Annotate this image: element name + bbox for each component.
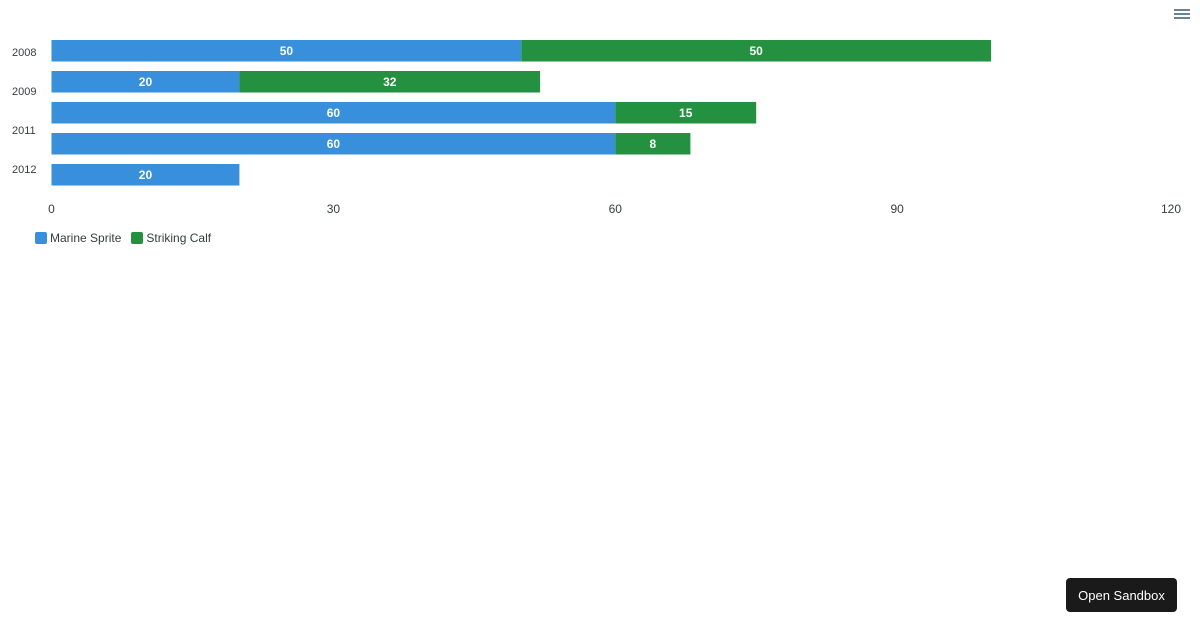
legend-label: Marine Sprite (50, 231, 122, 245)
data-label: 8 (649, 137, 656, 151)
bar-series-2[interactable] (615, 133, 691, 155)
data-label: 60 (327, 137, 341, 151)
y-axis-label: 2012 (12, 164, 36, 176)
x-axis-tick-label: 60 (609, 202, 623, 216)
legend: Marine Sprite Striking Calf (35, 231, 221, 245)
bar-series-2[interactable] (239, 71, 541, 93)
hamburger-menu-icon (1174, 9, 1190, 19)
y-axis-label: 2011 (12, 125, 36, 137)
bar-series-1[interactable] (51, 40, 522, 62)
bar-series-1[interactable] (51, 102, 616, 124)
data-label: 50 (280, 44, 294, 58)
y-axis-labels: 2008 2009 2011 2012 (12, 47, 36, 176)
data-label: 50 (750, 44, 764, 58)
x-axis-tick-label: 120 (1161, 202, 1181, 216)
x-axis-tick-label: 90 (890, 202, 904, 216)
menu-button[interactable] (1168, 3, 1196, 25)
legend-label: Striking Calf (146, 231, 212, 245)
bars-group: 50 50 20 32 60 15 60 8 20 (51, 40, 992, 186)
data-label: 15 (679, 106, 693, 120)
y-axis-label: 2009 (12, 86, 36, 98)
x-axis-tick-label: 30 (327, 202, 341, 216)
bar-chart: 50 50 20 32 60 15 60 8 20 2008 2009 2011 2012 0 30 60… (12, 40, 1181, 216)
y-axis-label: 2008 (12, 47, 36, 59)
legend-item-series-2[interactable]: Striking Calf (131, 231, 211, 245)
bar-series-2[interactable] (615, 102, 757, 124)
data-label: 20 (139, 168, 153, 182)
legend-item-series-1[interactable]: Marine Sprite (35, 231, 121, 245)
open-sandbox-button[interactable]: Open Sandbox (1066, 578, 1177, 612)
bar-series-2[interactable] (521, 40, 992, 62)
bar-series-1[interactable] (51, 133, 616, 155)
bar-series-1[interactable] (51, 164, 240, 186)
x-axis-tick-label: 0 (48, 202, 55, 216)
data-label: 20 (139, 75, 153, 89)
x-axis-labels: 0 30 60 90 120 (48, 202, 1181, 216)
bar-series-1[interactable] (51, 71, 240, 93)
data-label: 32 (383, 75, 397, 89)
data-label: 60 (327, 106, 341, 120)
legend-marker (131, 232, 144, 244)
legend-marker (35, 232, 47, 244)
